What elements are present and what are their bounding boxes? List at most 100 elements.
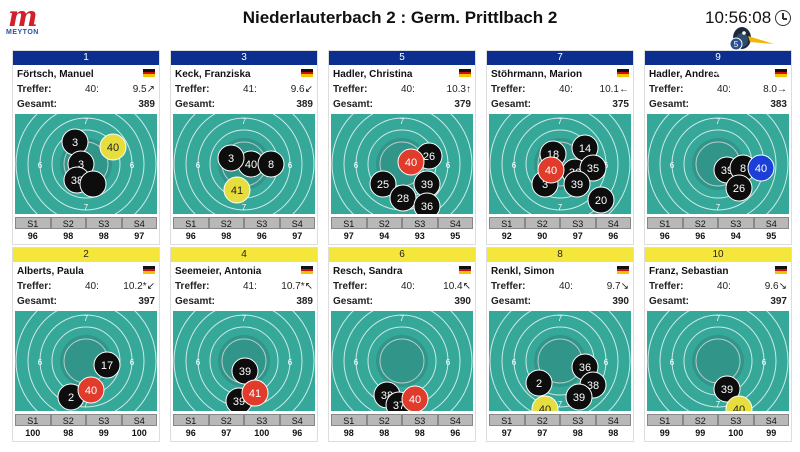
shot-label: 28 (397, 193, 409, 205)
series-header: S4 (753, 414, 789, 426)
lane-number: 10 (645, 248, 791, 262)
series-score: 92 (501, 231, 512, 241)
ring-number: 6 (130, 358, 135, 367)
ring-number: 7 (716, 203, 721, 212)
shot-label: 3 (78, 159, 84, 171)
total-score: 389 (138, 99, 155, 110)
series-score: 100 (25, 428, 41, 438)
series-header: S3 (402, 217, 438, 229)
total-row: Gesamt: 397 (649, 296, 787, 307)
hits-row: Treffer: 41: 10.7*↖ (175, 281, 313, 292)
series-score: 98 (63, 231, 74, 241)
series-header: S2 (524, 414, 560, 426)
hits-row: Treffer: 41: 9.6↙ (175, 84, 313, 95)
total-label: Gesamt: (491, 99, 532, 110)
meyton-logo: m MEYTON (6, 0, 46, 36)
shot-label: 40 (539, 404, 551, 411)
lane-number: 4 (171, 248, 317, 262)
total-label: Gesamt: (17, 296, 58, 307)
target-ring (501, 311, 619, 411)
shot-hole (565, 383, 593, 411)
ring-number: 6 (38, 161, 43, 170)
shooter-panel: 8 Renkl, Simon Treffer: 40: 9.7↘ Gesamt: 390 7 7… (486, 247, 634, 442)
shot-count: 40: (559, 281, 573, 292)
ring-number: 6 (38, 358, 43, 367)
hits-row: Treffer: 40: 9.5↗ (17, 84, 155, 95)
ring-number: 7 (716, 400, 721, 409)
last-shot-value: 10.4↖ (443, 281, 471, 292)
ring-number: 6 (446, 358, 451, 367)
series-header: S4 (279, 414, 315, 426)
last-shot-value: 9.6↘ (764, 281, 787, 292)
shot-label: 39 (721, 384, 733, 396)
hits-row: Treffer: 40: 9.6↘ (649, 281, 787, 292)
series-score: 97 (221, 428, 232, 438)
series-header: S1 (489, 217, 525, 229)
flag-germany-icon (775, 266, 787, 274)
shot-label: 40 (545, 165, 557, 177)
shot-label: 39 (233, 396, 245, 408)
target-face: 7766393941 (173, 311, 315, 411)
lane-number: 3 (171, 51, 317, 65)
ring-number: 7 (84, 400, 89, 409)
shot-label: 40 (245, 159, 257, 171)
series-score: 94 (379, 231, 390, 241)
lane-number: 1 (13, 51, 159, 65)
target-ring (343, 311, 461, 411)
shot-label: 2 (536, 378, 542, 390)
target-face: 77663982640 (647, 114, 789, 214)
shooter-panel: 4 Seemeier, Antonia Treffer: 41: 10.7*↖ Gesam… (170, 247, 318, 442)
ring-number: 6 (196, 161, 201, 170)
series-score: 100 (728, 428, 744, 438)
flag-germany-icon (301, 69, 313, 77)
series-header: S3 (244, 217, 280, 229)
series-header: S3 (560, 414, 596, 426)
target-ring (331, 114, 473, 214)
series-score: 98 (379, 428, 390, 438)
shot-label: 3 (72, 137, 78, 149)
last-shot (99, 133, 127, 161)
shooter-name: Förtsch, Manuel (17, 69, 94, 80)
lane-number: 5 (329, 51, 475, 65)
shot-label: 8 (268, 159, 274, 171)
hits-label: Treffer: (649, 281, 684, 292)
shot-label: 3 (542, 179, 548, 191)
target-ring (15, 311, 157, 411)
logo-mark: m (8, 0, 38, 33)
shooter-panel: 6 Resch, Sandra Treffer: 40: 10.4↖ Gesamt: 390… (328, 247, 476, 442)
ring-number: 6 (130, 161, 135, 170)
series-table: S1 S2 S3 S4 96 98 98 97 (15, 217, 157, 243)
hits-label: Treffer: (649, 84, 684, 95)
shooter-name: Renkl, Simon (491, 266, 555, 277)
shot-label: 25 (377, 179, 389, 191)
series-header: S3 (718, 217, 754, 229)
total-row: Gesamt: 389 (17, 99, 155, 110)
series-header: S4 (279, 217, 315, 229)
ring-number: 6 (762, 358, 767, 367)
shot-label: 40 (733, 404, 745, 411)
last-shot (223, 176, 251, 204)
series-header: S2 (208, 414, 244, 426)
total-label: Gesamt: (175, 296, 216, 307)
shooter-name: Franz, Sebastian (649, 266, 729, 277)
last-shot-value: 10.1← (599, 84, 629, 95)
target-ring (15, 114, 157, 214)
shooter-name: Stöhrmann, Marion (491, 69, 583, 80)
series-score: 95 (450, 231, 461, 241)
target-center (692, 335, 744, 387)
last-shot-value: 10.7*↖ (281, 281, 313, 292)
hits-label: Treffer: (491, 281, 526, 292)
total-score: 379 (454, 99, 471, 110)
shot-label: 3 (228, 153, 234, 165)
total-score: 390 (454, 296, 471, 307)
target-ring (513, 117, 607, 211)
ring-number: 7 (558, 203, 563, 212)
series-score: 93 (414, 231, 425, 241)
ring-number: 6 (512, 358, 517, 367)
series-score: 99 (659, 428, 670, 438)
series-header: S4 (437, 414, 473, 426)
series-score: 97 (134, 231, 145, 241)
flag-germany-icon (617, 69, 629, 77)
target-ring (501, 114, 619, 214)
